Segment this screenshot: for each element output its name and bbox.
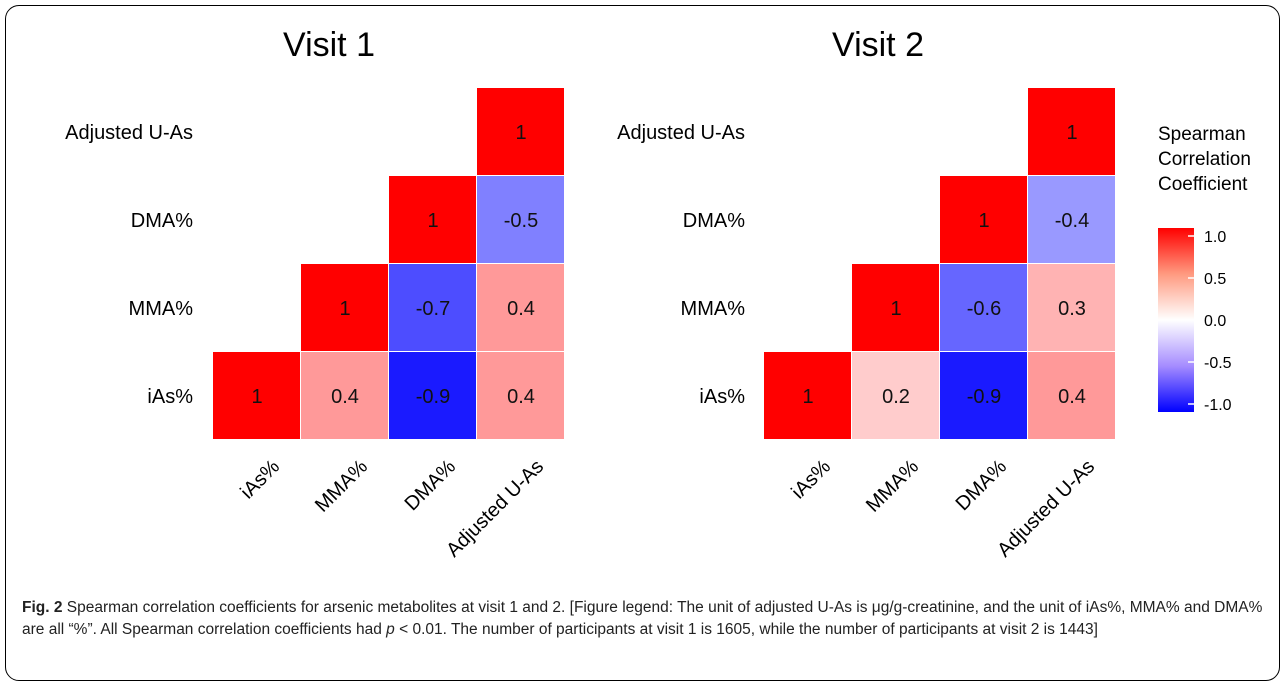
cell-value-label: 1 (978, 210, 989, 232)
legend-title-line-2: Correlation (1158, 149, 1251, 170)
heatmap-panel-2: Visit 2 Adjusted U-As 1 DMA% 1 -0.4 MMA% 1 -0.6 0… (617, 26, 1115, 562)
heatmap-cell (1028, 264, 1115, 351)
heatmap-cell (940, 176, 1027, 263)
heatmap-cell (389, 352, 476, 439)
heatmap-cell (940, 264, 1027, 351)
heatmap-cell (940, 352, 1027, 439)
legend-title-line-3: Coefficient (1158, 174, 1248, 195)
cell-value-label: 1 (802, 386, 813, 408)
row-label: Adjusted U-As (617, 122, 745, 144)
legend-tick-label: -0.5 (1204, 355, 1232, 372)
panel-title: Visit 1 (283, 26, 375, 64)
heatmap-panel-1: Visit 1 Adjusted U-As 1 DMA% 1 -0.5 MMA% 1 -0.7 0… (65, 26, 564, 562)
heatmap-cell (852, 352, 939, 439)
cell-value-label: -0.5 (504, 210, 538, 232)
color-legend: Spearman Correlation Coefficient 1.0 0.5 0… (1158, 124, 1251, 414)
cell-value-label: 0.2 (882, 386, 910, 408)
cell-value-label: -0.4 (1055, 210, 1089, 232)
cell-value-label: 0.4 (331, 386, 359, 408)
cell-value-label: 1 (427, 210, 438, 232)
cell-value-label: 1 (339, 298, 350, 320)
legend-tick-label: 1.0 (1204, 229, 1226, 246)
heatmap-cell (477, 176, 564, 263)
heatmap-cell (301, 352, 388, 439)
cell-value-label: 1 (1066, 122, 1077, 144)
heatmap-cell (389, 264, 476, 351)
column-label: DMA% (401, 455, 461, 515)
heatmap-cell (477, 352, 564, 439)
row-label: Adjusted U-As (65, 122, 193, 144)
figure-caption: Fig. 2 Spearman correlation coefficients… (22, 597, 1267, 641)
column-label: iAs% (236, 455, 284, 503)
row-label: MMA% (129, 298, 194, 320)
column-label: MMA% (862, 455, 923, 516)
heatmap-cell (477, 88, 564, 175)
column-label: MMA% (311, 455, 372, 516)
cell-value-label: 0.4 (1058, 386, 1086, 408)
heatmap-figure: Visit 1 Adjusted U-As 1 DMA% 1 -0.5 MMA% 1 -0.7 0… (65, 26, 1251, 562)
heatmap-cell (477, 264, 564, 351)
column-label: iAs% (787, 455, 835, 503)
cell-value-label: -0.9 (967, 386, 1001, 408)
cell-value-label: -0.6 (967, 298, 1001, 320)
heatmap-cell (764, 352, 851, 439)
heatmap-cell (1028, 352, 1115, 439)
row-label: DMA% (683, 210, 745, 232)
cell-value-label: 0.3 (1058, 298, 1086, 320)
heatmap-cell (1028, 176, 1115, 263)
legend-tick-label: -1.0 (1204, 397, 1232, 414)
heatmap-cell (1028, 88, 1115, 175)
legend-title-line-1: Spearman (1158, 124, 1246, 145)
caption-figure-label: Fig. 2 (22, 599, 63, 616)
row-label: MMA% (681, 298, 746, 320)
cell-value-label: 1 (515, 122, 526, 144)
legend-tick-label: 0.0 (1204, 313, 1226, 330)
row-label: iAs% (147, 386, 193, 408)
row-label: DMA% (131, 210, 193, 232)
caption-p-symbol: p (386, 621, 395, 638)
caption-text-2: < 0.01. The number of participants at vi… (394, 621, 1098, 638)
heatmap-cell (213, 352, 300, 439)
cell-value-label: 0.4 (507, 386, 535, 408)
heatmap-cell (852, 264, 939, 351)
legend-tick-label: 0.5 (1204, 271, 1226, 288)
cell-value-label: 1 (890, 298, 901, 320)
cell-value-label: -0.7 (416, 298, 450, 320)
panel-title: Visit 2 (832, 26, 924, 64)
column-label: DMA% (952, 455, 1012, 515)
cell-value-label: -0.9 (416, 386, 450, 408)
heatmap-cell (301, 264, 388, 351)
heatmap-cell (389, 176, 476, 263)
cell-value-label: 1 (251, 386, 262, 408)
cell-value-label: 0.4 (507, 298, 535, 320)
row-label: iAs% (699, 386, 745, 408)
caption-text-1: Spearman correlation coefficients for ar… (22, 599, 1263, 638)
